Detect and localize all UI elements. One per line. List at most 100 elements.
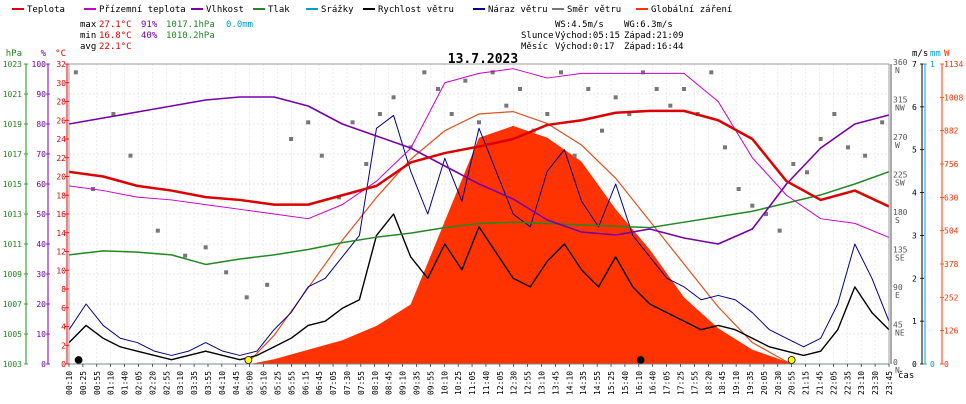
x-tick-label: 20:30 [774,371,783,395]
wind-direction-point [364,162,369,166]
axis-deg-letter: N [895,66,900,75]
axis-mm-tick: 0 [930,360,935,369]
axis-ms-tick: 2 [912,274,917,283]
axis-pct-tick: 40 [36,240,46,249]
axis-ms-tick: 3 [912,231,917,240]
wind-direction-point [436,87,440,91]
axis-pct-tick: 80 [36,120,46,129]
moon-label: Měsíc [521,42,548,52]
x-tick-label: 00:55 [93,371,102,395]
wind-wg: WG:6.3m/s [624,20,673,30]
plot-area [68,63,890,365]
axis-degc-tick: 24 [56,135,66,144]
axis-degc-tick: 12 [56,248,66,257]
axis-degc-tick: 28 [56,98,66,107]
x-tick-label: 17:25 [677,371,686,395]
wind-direction-point [183,253,188,258]
legend-label: Teplota [27,5,65,15]
series-ground-temperature [68,68,890,238]
stat-max-rain: 0.0mm [226,20,253,30]
x-tick-label: 04:45 [232,371,241,395]
x-tick-label: 12:55 [524,371,533,395]
x-tick-label: 17:55 [690,371,699,395]
stat-max-temp: 27.1°C [99,20,132,30]
axis-w-title: W [944,49,950,59]
legend-label: Vlhkost [206,5,244,15]
axis-deg-letter: NW [895,104,905,113]
x-tick-label: 02:05 [134,371,143,395]
stat-min-hum: 40% [141,31,158,41]
legend-label: Náraz větru [488,5,548,15]
wind-direction-point [832,112,837,116]
legend-label: Srážky [321,5,354,15]
axis-w-tick: 126 [944,327,959,336]
axis-deg-tick: 135 [893,246,908,255]
wind-direction-point [504,103,509,108]
wind-direction-point [289,137,294,141]
axis-w-tick: 1134 [944,60,963,69]
x-tick-label: 05:25 [273,371,282,395]
stat-max-press: 1017.1hPa [166,20,215,30]
x-tick-label: 05:55 [287,371,296,395]
x-tick-label: 14:35 [579,371,588,395]
axis-pct-tick: 20 [36,300,46,309]
series-theoretical-radiation [246,111,794,365]
axis-pct-tick: 50 [36,210,46,219]
x-tick-label: 05:10 [260,371,269,395]
legend-label: Globální záření [651,5,732,15]
x-tick-label: 23:30 [871,371,880,395]
x-tick-label: 14:10 [565,371,574,395]
axis-deg-tick: 225 [893,171,908,180]
axis-degc-tick: 14 [56,229,66,238]
axis-pct-tick: 0 [41,360,46,369]
wind-direction-point [736,187,741,191]
axis-degc-tick: 32 [56,60,66,69]
axis-hpa-tick: 1009 [3,270,22,279]
wind-direction-point [203,245,208,250]
axis-hpa-tick: 1019 [3,120,22,129]
axes: hPa1023102110191017101510131011100910071… [3,49,964,395]
wind-direction-point [668,103,673,108]
x-tick-label: 21:45 [816,371,825,395]
axis-degc-tick: 20 [56,173,66,182]
x-tick-label: 01:10 [107,371,116,395]
wind-direction-point [422,70,427,75]
axis-ms-tick: 6 [912,103,917,112]
wind-direction-point [572,153,577,158]
wind-direction-point [377,112,382,116]
stat-avg-temp: 22.1°C [99,42,132,52]
x-tick-label: 07:55 [357,371,366,395]
wind-direction-point [391,95,396,100]
axis-deg-letter: W [895,141,900,150]
x-tick-label: 21:15 [802,371,811,395]
sun-rise: Východ:05:15 [555,31,620,41]
axis-pct-tick: 70 [36,150,46,159]
axis-deg-letter: SE [895,254,905,263]
wind-direction-point [306,120,311,125]
axis-w-tick: 630 [944,193,959,202]
series-pressure [68,171,890,266]
x-tick-label: 23:10 [857,371,866,395]
axis-hpa-tick: 1021 [3,90,22,99]
axis-degc-tick: 4 [61,323,66,332]
x-tick-label: 03:10 [176,371,185,395]
legend-label: Tlak [268,5,290,15]
chart-title: 13.7.2023 [448,52,518,67]
x-tick-label: 06:15 [301,371,310,395]
wind-direction-point [559,70,563,75]
wind-direction-point [244,295,249,300]
wind-direction-point [463,78,468,83]
axis-degc-tick: 18 [56,191,66,200]
wind-direction-point [600,128,604,133]
stats-block: max 27.1°C 91% 1017.1hPa 0.0mm min 16.8°… [80,20,253,52]
axis-hpa-tick: 1015 [3,180,22,189]
axis-hpa-tick: 1011 [3,240,22,249]
x-tick-label: 14:55 [593,371,602,395]
x-axis-label: čas [898,370,914,381]
axis-pct-tick: 90 [36,90,46,99]
axis-hpa-tick: 1007 [3,300,22,309]
x-tick-label: 03:55 [204,371,213,395]
moon-rise: Východ:0:17 [555,42,615,52]
x-tick-label: 23:45 [885,371,894,395]
